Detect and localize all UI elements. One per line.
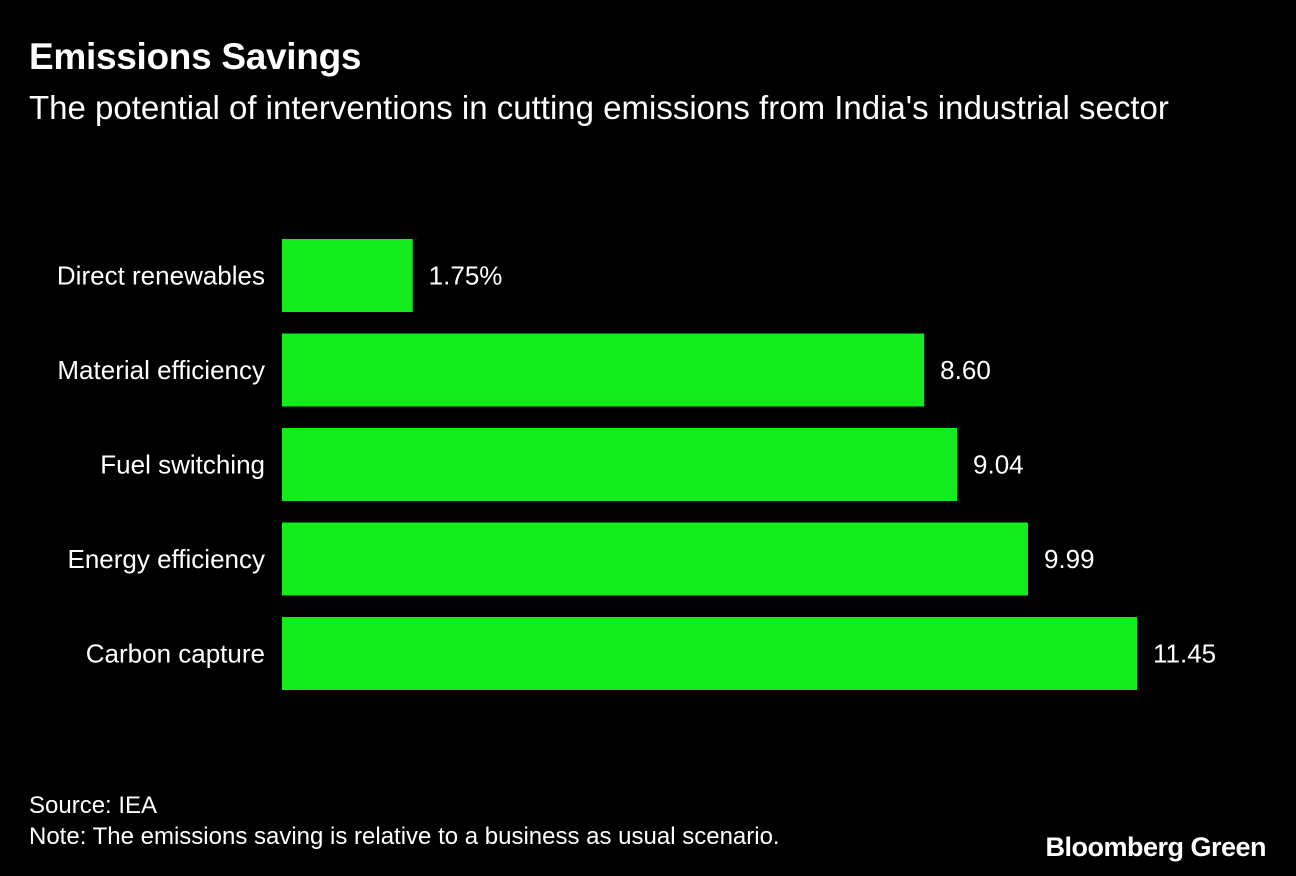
bar (282, 522, 1028, 596)
chart-subtitle: The potential of interventions in cuttin… (29, 89, 1169, 126)
value-label: 1.75% (429, 261, 503, 291)
category-label: Carbon capture (86, 639, 265, 669)
value-label: 11.45 (1153, 639, 1216, 669)
value-label: 9.99 (1044, 544, 1095, 574)
category-label: Material efficiency (57, 355, 265, 385)
bar-chart: Direct renewables 1.75% Material efficienc… (57, 239, 1216, 690)
category-label: Fuel switching (100, 450, 265, 480)
source-text: Source: IEA (29, 792, 158, 819)
value-label: 9.04 (973, 450, 1024, 480)
footer: Source: IEA Note: The emissions saving i… (29, 790, 780, 852)
category-label: Direct renewables (57, 261, 265, 291)
value-label: 8.60 (940, 355, 991, 385)
note-text: Note: The emissions saving is relative t… (29, 823, 780, 850)
bar (282, 239, 413, 312)
bar (282, 333, 925, 407)
category-label: Energy efficiency (67, 544, 265, 574)
bar (282, 617, 1137, 690)
brand-logo: Bloomberg Green (1045, 832, 1266, 862)
bar (282, 428, 958, 501)
chart-title: Emissions Savings (29, 36, 362, 77)
